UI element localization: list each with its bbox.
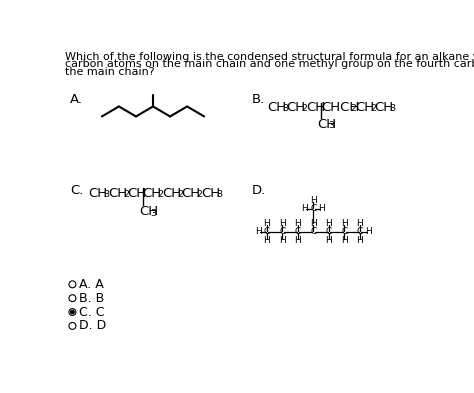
Text: 2: 2: [301, 104, 307, 113]
Text: B. B: B. B: [80, 292, 105, 305]
Text: H: H: [279, 219, 286, 228]
Text: H: H: [326, 219, 332, 228]
Text: 3: 3: [282, 104, 288, 113]
Text: CHCH: CHCH: [321, 101, 359, 114]
Text: CH: CH: [89, 187, 108, 200]
Text: 2: 2: [370, 104, 376, 113]
Text: H: H: [294, 219, 301, 228]
Text: 3: 3: [103, 190, 109, 199]
Text: CH: CH: [306, 101, 325, 114]
Text: C: C: [326, 228, 332, 237]
Text: C. C: C. C: [80, 305, 105, 319]
Text: C: C: [341, 228, 347, 237]
Text: CH: CH: [182, 187, 201, 200]
Text: D.: D.: [251, 184, 266, 197]
Text: C: C: [295, 228, 301, 237]
Text: H: H: [255, 228, 262, 237]
Text: 2: 2: [157, 190, 164, 199]
Text: H: H: [341, 236, 348, 245]
Text: H: H: [365, 228, 372, 237]
Text: CH: CH: [162, 187, 181, 200]
Text: B.: B.: [251, 94, 264, 107]
Text: H: H: [326, 236, 332, 245]
Text: H: H: [310, 196, 317, 205]
Text: H: H: [356, 219, 364, 228]
Text: CH: CH: [139, 206, 159, 219]
Text: CH: CH: [108, 187, 128, 200]
Text: D. D: D. D: [80, 320, 107, 332]
Text: C: C: [279, 228, 285, 237]
Text: 2: 2: [177, 190, 183, 199]
Text: CH: CH: [143, 187, 162, 200]
Text: 2: 2: [123, 190, 129, 199]
Text: H: H: [301, 204, 308, 213]
Text: A. A: A. A: [80, 278, 104, 291]
Text: 3: 3: [150, 209, 156, 218]
Circle shape: [71, 310, 74, 314]
Text: 2: 2: [196, 190, 202, 199]
Text: Which of the following is the condensed structural formula for an alkane with 7: Which of the following is the condensed …: [65, 52, 474, 62]
Text: CH: CH: [267, 101, 286, 114]
Text: 3: 3: [216, 190, 222, 199]
Text: H: H: [356, 236, 364, 245]
Text: C: C: [264, 228, 270, 237]
Text: 3: 3: [390, 104, 395, 113]
Text: C: C: [310, 228, 317, 237]
Text: 2: 2: [350, 104, 356, 113]
Text: H: H: [279, 236, 286, 245]
Text: CH: CH: [374, 101, 394, 114]
Text: CH: CH: [355, 101, 374, 114]
Text: CH: CH: [318, 118, 337, 130]
Text: H: H: [294, 236, 301, 245]
Text: H: H: [319, 204, 325, 213]
Text: CH: CH: [286, 101, 306, 114]
Text: C: C: [357, 228, 363, 237]
Text: H: H: [264, 219, 270, 228]
Text: CH: CH: [201, 187, 220, 200]
Text: carbon atoms on the main chain and one methyl group on the fourth carbon of: carbon atoms on the main chain and one m…: [65, 59, 474, 70]
Text: C: C: [310, 204, 317, 213]
Text: 3: 3: [328, 121, 335, 130]
Text: C.: C.: [70, 184, 83, 197]
Text: CH: CH: [128, 187, 147, 200]
Text: H: H: [310, 219, 317, 228]
Text: H: H: [341, 219, 348, 228]
Text: the main chain?: the main chain?: [65, 67, 155, 77]
Text: H: H: [264, 236, 270, 245]
Text: A.: A.: [70, 94, 83, 107]
